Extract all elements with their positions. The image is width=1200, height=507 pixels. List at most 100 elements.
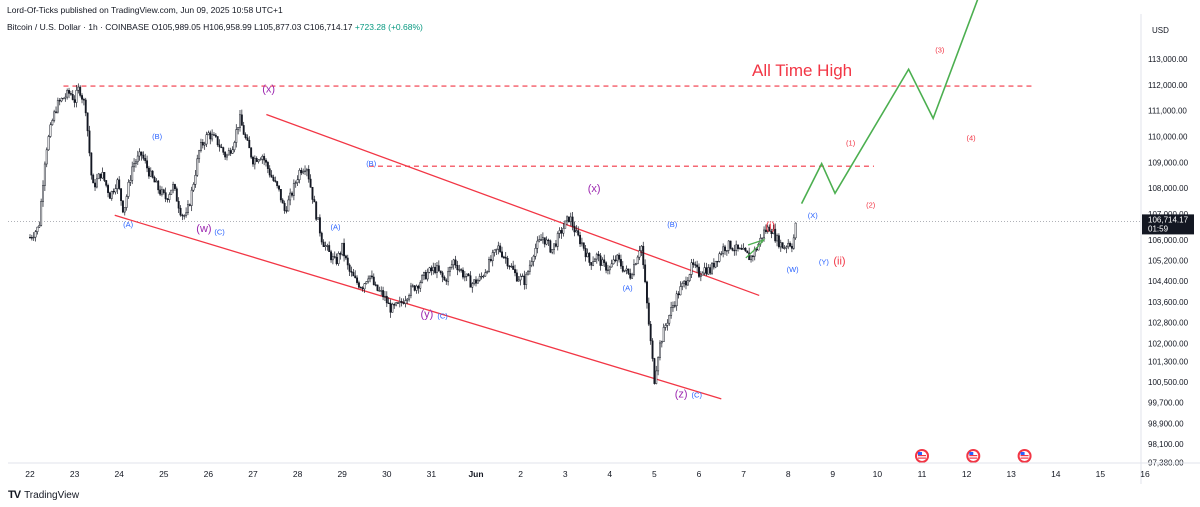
candle-body [49, 124, 52, 137]
candle-body [447, 271, 450, 282]
candle-body [731, 248, 734, 251]
candle-body [567, 216, 570, 223]
candle-body [787, 243, 790, 248]
candle-body [164, 192, 167, 200]
candle-body [370, 275, 373, 278]
candle-body [608, 266, 611, 271]
candle-body [190, 189, 193, 206]
candle-body [346, 257, 349, 266]
candle-body [768, 226, 771, 232]
candle-body [463, 276, 466, 278]
candle-body [625, 268, 628, 271]
bar-countdown: 01:59 [1148, 224, 1169, 233]
candle-body [196, 158, 199, 176]
candle-body [43, 163, 46, 186]
candle-body [629, 273, 632, 279]
candle-body [560, 230, 563, 234]
candle-body [300, 169, 303, 174]
candle-body [690, 262, 693, 275]
candle-body [649, 323, 652, 342]
candle-body [612, 259, 615, 265]
candle-body [620, 259, 622, 267]
candle-body [532, 255, 535, 262]
economic-event-icon[interactable] [1017, 449, 1032, 463]
candle-body [200, 142, 202, 151]
candle-body [646, 281, 648, 304]
candle-body [426, 271, 429, 280]
tradingview-brand[interactable]: TV TradingView [8, 489, 79, 501]
candle-body [62, 97, 65, 100]
wave-label: (A) [623, 283, 634, 292]
candle-body [99, 173, 102, 179]
y-tick-label: 101,300.00 [1148, 357, 1189, 366]
candle-body [365, 281, 368, 284]
candle-body [462, 269, 464, 278]
y-tick-label: 109,000.00 [1148, 158, 1189, 167]
economic-event-icon[interactable] [915, 449, 929, 463]
candle-body [194, 174, 197, 185]
candle-body [428, 267, 431, 273]
candle-body [660, 341, 663, 344]
candle-body [81, 95, 83, 100]
candle-body [348, 264, 351, 272]
candle-body [183, 215, 186, 217]
candle-body [315, 201, 318, 220]
economic-event-icon[interactable] [966, 449, 981, 463]
candle-body [716, 260, 719, 263]
candlesticks [29, 83, 797, 385]
candle-body [281, 199, 284, 204]
candle-body [436, 265, 438, 273]
event-icons [915, 449, 1032, 463]
wave-label: (1) [846, 138, 856, 147]
wave-label: (2) [866, 201, 876, 210]
candle-body [207, 132, 210, 135]
wave-label: (C) [214, 228, 225, 237]
candle-body [549, 240, 552, 253]
candle-body [670, 307, 673, 316]
candle-body [227, 150, 230, 156]
candle-body [51, 120, 54, 126]
candle-body [233, 142, 236, 151]
x-tick-label: 16 [1140, 469, 1150, 479]
candle-body [763, 229, 765, 239]
candle-body [517, 279, 520, 282]
y-tick-label: 106,000.00 [1148, 236, 1189, 245]
candle-body [356, 277, 359, 283]
candle-body [640, 245, 643, 251]
candle-body [66, 90, 69, 98]
time-axis[interactable]: 22 23 24 25 26 27 28 29 30 31 Jun 2 3 4 5 6 7 8 9 10 11 12 13 1… [8, 462, 1200, 479]
candle-body [672, 305, 674, 308]
candle-body [270, 174, 273, 178]
candle-body [344, 255, 347, 259]
candle-body [614, 259, 617, 262]
x-tick-label: 5 [652, 469, 657, 479]
candle-body [317, 217, 319, 220]
candle-body [239, 114, 241, 128]
candle-body [131, 166, 134, 181]
candle-body [318, 217, 321, 234]
candle-body [133, 163, 136, 168]
candle-body [155, 180, 158, 183]
candle-body [616, 254, 619, 262]
candle-body [668, 315, 671, 324]
candle-body [610, 263, 613, 268]
symbol-name: Bitcoin / U.S. Dollar · 1h · COINBASE [7, 22, 150, 32]
candle-body [64, 96, 67, 99]
candle-body [294, 182, 297, 184]
x-tick-label: 3 [563, 469, 568, 479]
candle-body [683, 280, 686, 284]
price-axis[interactable]: USD97,380.0098,100.0098,900.0099,700.001… [1140, 14, 1194, 484]
candle-body [309, 178, 312, 188]
candle-body [582, 242, 585, 249]
candle-body [515, 272, 518, 282]
candle-body [162, 189, 165, 193]
candle-body [724, 246, 726, 252]
candle-body [573, 225, 576, 233]
x-tick-label: 25 [159, 469, 169, 479]
projection-line [800, 0, 979, 205]
candle-body [486, 271, 489, 273]
candle-body [237, 127, 240, 130]
candle-body [393, 303, 396, 306]
candle-body [606, 269, 609, 271]
